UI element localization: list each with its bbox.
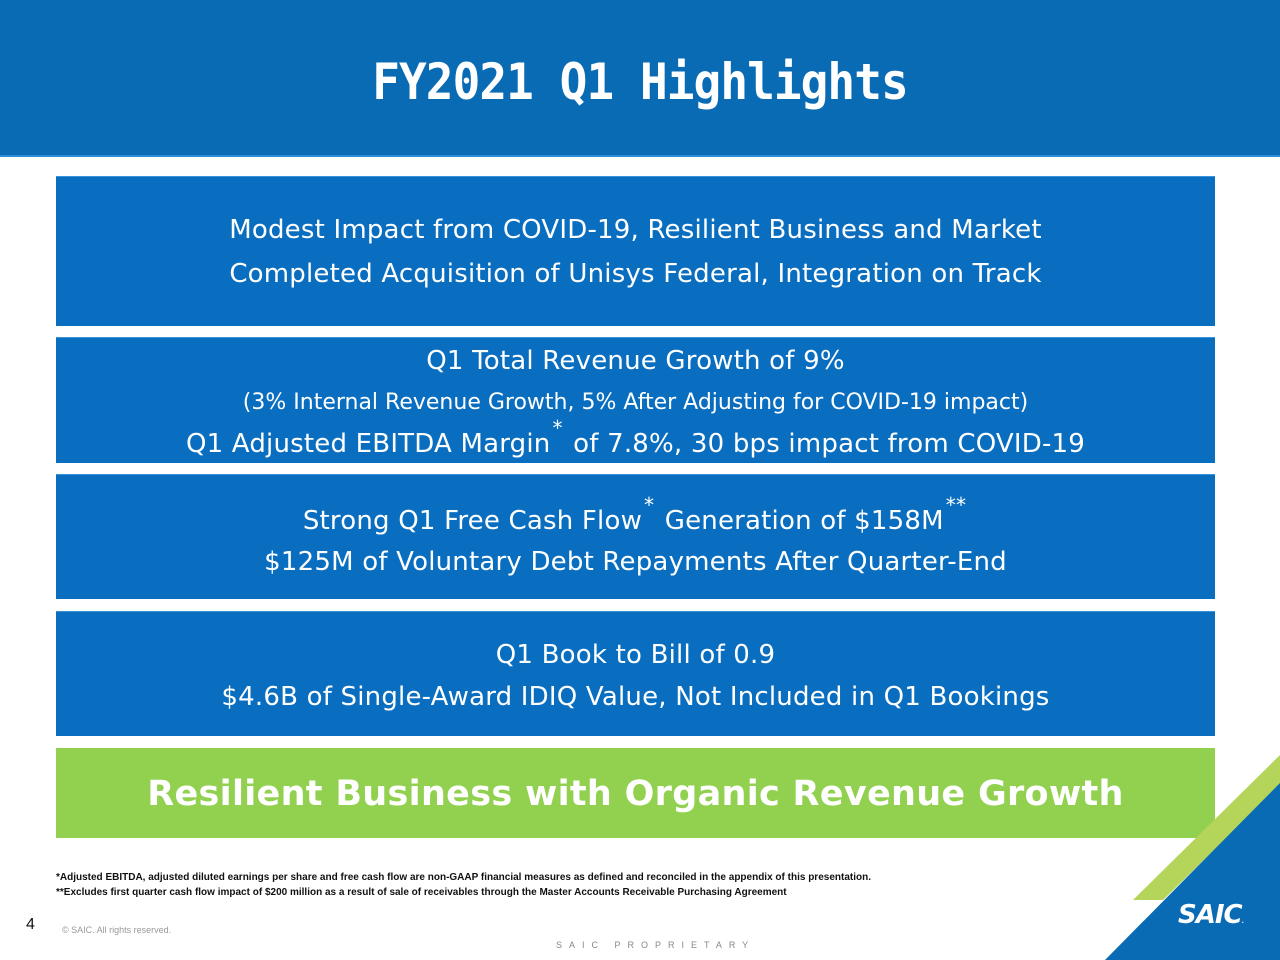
page-number: 4 [26, 916, 35, 933]
highlight-line: $125M of Voluntary Debt Repayments After… [264, 547, 1007, 577]
highlight-line: Completed Acquisition of Unisys Federal,… [229, 259, 1042, 289]
highlight-line: Strong Q1 Free Cash Flow* Generation of … [56, 493, 1215, 536]
footnote: *Adjusted EBITDA, adjusted diluted earni… [56, 872, 871, 883]
highlight-box-revenue-ebitda: Q1 Total Revenue Growth of 9% (3% Intern… [56, 337, 1215, 463]
logo-text: SAIC [1178, 900, 1243, 930]
slide-header: FY2021 Q1 Highlights [0, 0, 1280, 157]
highlight-line: Modest Impact from COVID-19, Resilient B… [229, 215, 1042, 245]
summary-banner-text: Resilient Business with Organic Revenue … [147, 774, 1124, 814]
summary-banner: Resilient Business with Organic Revenue … [56, 748, 1215, 838]
slide-title: FY2021 Q1 Highlights [372, 53, 908, 111]
footnote: **Excludes first quarter cash flow impac… [56, 887, 787, 898]
copyright-notice: © SAIC. All rights reserved. [62, 925, 172, 935]
highlight-text: Generation of $158M [664, 506, 944, 536]
highlight-line: Q1 Total Revenue Growth of 9% [426, 346, 845, 376]
logo-mark: . [1241, 918, 1245, 925]
highlight-line: $4.6B of Single-Award IDIQ Value, Not In… [221, 682, 1050, 712]
footnotes: *Adjusted EBITDA, adjusted diluted earni… [56, 870, 871, 900]
highlight-line: Q1 Adjusted EBITDA Margin* of 7.8%, 30 b… [56, 416, 1215, 459]
highlight-text: of 7.8%, 30 bps impact from COVID-19 [573, 429, 1086, 459]
highlight-box-bookings: Q1 Book to Bill of 0.9 $4.6B of Single-A… [56, 611, 1215, 736]
footnote-marker: * [644, 493, 655, 517]
footnote-marker: ** [945, 493, 967, 517]
classification-label: SAIC PROPRIETARY [556, 940, 756, 950]
saic-logo: SAIC. [1178, 900, 1245, 930]
highlight-text: Strong Q1 Free Cash Flow [302, 506, 643, 536]
highlight-text: Q1 Adjusted EBITDA Margin [185, 429, 551, 459]
highlight-line: (3% Internal Revenue Growth, 5% After Ad… [242, 390, 1029, 415]
highlight-box-cash-flow: Strong Q1 Free Cash Flow* Generation of … [56, 474, 1215, 599]
footnote-marker: * [552, 416, 563, 440]
highlight-box-covid-acquisition: Modest Impact from COVID-19, Resilient B… [56, 176, 1215, 326]
highlight-line: Q1 Book to Bill of 0.9 [495, 640, 776, 670]
